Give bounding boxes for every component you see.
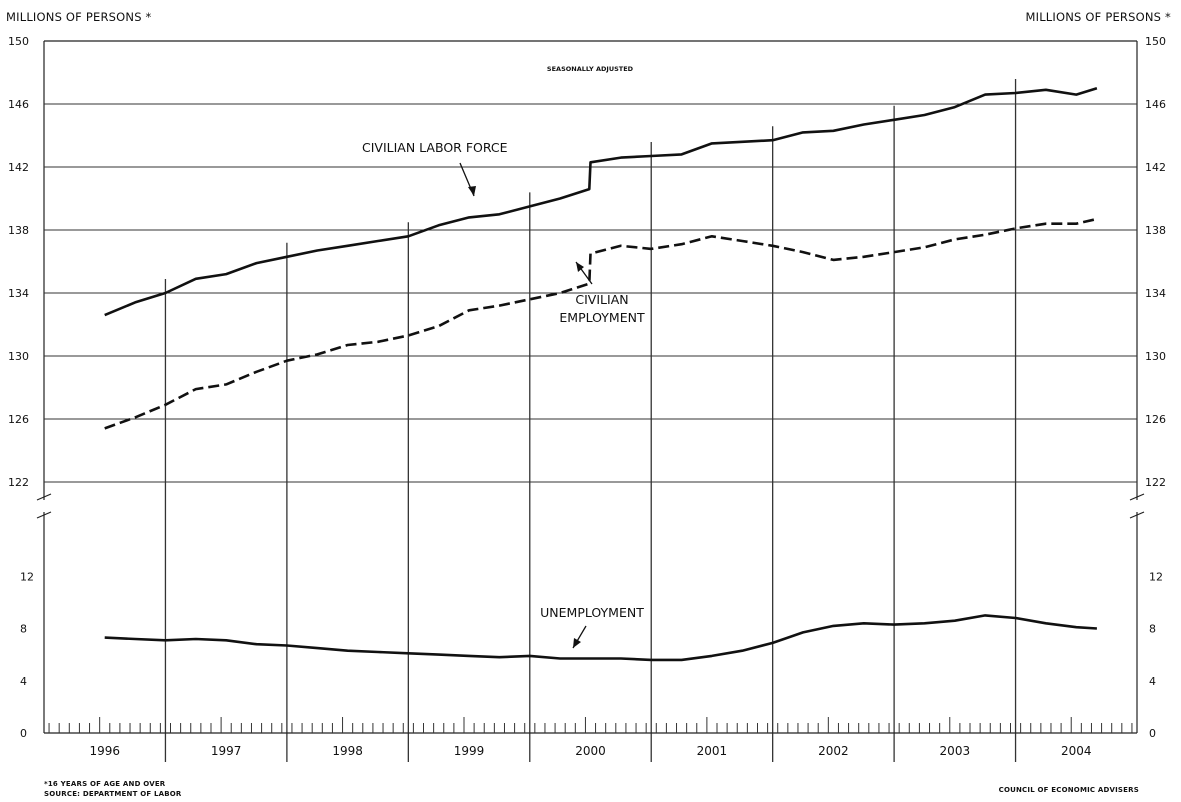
- x-tick-label: 2001: [697, 744, 728, 758]
- y-tick-label-right: 122: [1145, 476, 1166, 489]
- break-mark-right-gap: [1129, 500, 1145, 512]
- y-tick-label-left: 130: [8, 350, 29, 363]
- x-tick-label: 1997: [211, 744, 242, 758]
- x-tick-label: 2003: [940, 744, 971, 758]
- y-tick-label-left: 0: [20, 727, 27, 740]
- label-unemployment: UNEMPLOYMENT: [540, 605, 644, 620]
- label-civilian-employment-2: EMPLOYMENT: [559, 310, 645, 325]
- seasonally-adjusted-note: SEASONALLY ADJUSTED: [547, 65, 634, 73]
- series-line-civilian-employment: [104, 217, 1098, 430]
- credit-note: COUNCIL OF ECONOMIC ADVISERS: [998, 786, 1139, 794]
- arrow-head: [576, 262, 584, 272]
- label-civilian-employment-1: CIVILIAN: [575, 292, 628, 307]
- y-tick-label-right: 8: [1149, 623, 1156, 636]
- y-tick-label-left: 150: [8, 35, 29, 48]
- label-civilian-labor-force: CIVILIAN LABOR FORCE: [362, 140, 508, 155]
- y-tick-label-left: 138: [8, 224, 29, 237]
- y-tick-label-right: 0: [1149, 727, 1156, 740]
- y-tick-label-left: 122: [8, 476, 29, 489]
- y-tick-label-right: 150: [1145, 35, 1166, 48]
- break-mark-left: [36, 511, 52, 519]
- y-tick-label-right: 134: [1145, 287, 1166, 300]
- arrow-head: [573, 638, 581, 648]
- arrow-head: [468, 186, 476, 196]
- break-mark-left-gap: [36, 500, 52, 512]
- y-tick-label-right: 12: [1149, 570, 1163, 583]
- y-tick-label-left: 126: [8, 413, 29, 426]
- x-tick-label: 1998: [332, 744, 363, 758]
- y-tick-label-right: 142: [1145, 161, 1166, 174]
- y-tick-label-left: 142: [8, 161, 29, 174]
- source-note: SOURCE: DEPARTMENT OF LABOR: [44, 790, 182, 798]
- right-axis-unit-label: MILLIONS OF PERSONS *: [1025, 10, 1171, 24]
- y-tick-label-left: 8: [20, 623, 27, 636]
- y-tick-label-right: 146: [1145, 98, 1166, 111]
- x-tick-label: 1996: [89, 744, 120, 758]
- break-mark-right: [1129, 493, 1145, 501]
- series-line-civilian-labor-force: [104, 87, 1098, 317]
- x-tick-label: 2002: [818, 744, 849, 758]
- footnote: *16 YEARS OF AGE AND OVER: [44, 780, 166, 788]
- y-tick-label-left: 134: [8, 287, 29, 300]
- x-tick-label: 2004: [1061, 744, 1092, 758]
- y-tick-label-right: 130: [1145, 350, 1166, 363]
- y-tick-label-right: 126: [1145, 413, 1166, 426]
- y-tick-label-right: 138: [1145, 224, 1166, 237]
- left-axis-unit-label: MILLIONS OF PERSONS *: [6, 10, 152, 24]
- y-tick-label-right: 4: [1149, 675, 1156, 688]
- series-line-unemployment: [104, 614, 1097, 662]
- break-mark-left: [36, 493, 52, 501]
- y-tick-label-left: 12: [20, 570, 34, 583]
- x-tick-label: 1999: [454, 744, 485, 758]
- y-tick-label-left: 146: [8, 98, 29, 111]
- y-tick-label-left: 4: [20, 675, 27, 688]
- break-mark-right: [1129, 511, 1145, 519]
- x-tick-label: 2000: [575, 744, 606, 758]
